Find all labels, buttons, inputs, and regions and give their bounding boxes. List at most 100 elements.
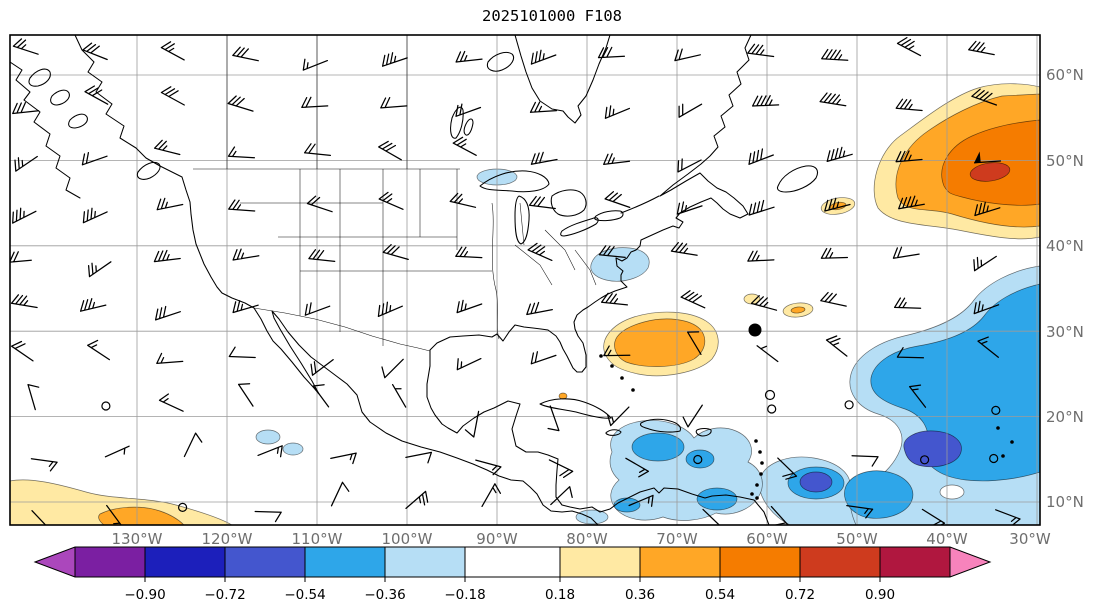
wind-barb: [87, 339, 111, 361]
lat-tick-label: 50°N: [1046, 152, 1084, 170]
state-border: [514, 244, 553, 286]
wind-barb: [481, 483, 502, 508]
wind-barb: [455, 246, 483, 259]
small-island-dot: [755, 496, 759, 500]
wind-barb: [308, 249, 336, 263]
wind-barb: [449, 192, 477, 208]
wind-barb: [330, 481, 350, 507]
wind-barb: [104, 445, 130, 458]
wind-barb: [378, 140, 402, 161]
island-outline: [136, 161, 161, 180]
wind-barb: [604, 191, 631, 209]
wind-barb: [79, 298, 107, 312]
wind-barb: [304, 302, 331, 316]
wind-barb: [160, 86, 185, 106]
wind-barbs-layer: [10, 36, 1021, 525]
contour-region: [255, 429, 281, 445]
wind-barb: [751, 95, 780, 107]
lon-tick-label: 110°W: [292, 530, 343, 548]
wind-barb: [530, 351, 557, 365]
wind-barb: [227, 95, 254, 112]
calm-wind-circle: [919, 455, 930, 465]
calm-wind-circle: [767, 404, 777, 414]
wind-barb: [106, 504, 122, 525]
lake-outline: [479, 170, 550, 193]
wind-barb: [851, 455, 879, 467]
wind-barb: [303, 143, 332, 157]
wind-barb: [973, 160, 1002, 164]
coastline: [426, 35, 770, 525]
wind-barb: [680, 290, 706, 309]
wind-barb: [529, 101, 558, 113]
wind-barb: [82, 207, 108, 224]
contour-region: [939, 484, 965, 500]
wind-barb: [547, 405, 560, 432]
wind-barb: [895, 98, 923, 112]
colorbar-tick-label: 0.72: [785, 587, 815, 603]
wind-barb: [160, 41, 185, 61]
graticule-layer: [10, 35, 1040, 525]
lon-tick-label: 100°W: [382, 530, 433, 548]
wind-barb: [824, 197, 851, 212]
wind-barb: [971, 88, 998, 106]
island-outline: [639, 418, 681, 433]
contour-region: [98, 506, 185, 525]
wind-barb: [977, 336, 999, 358]
wind-barb: [227, 146, 256, 159]
island-outline: [68, 113, 88, 129]
wind-barb: [156, 197, 184, 211]
wind-barb: [846, 504, 874, 519]
wind-barb: [968, 40, 995, 56]
contour-region: [590, 247, 650, 282]
colorbar-cell: [305, 547, 385, 577]
wind-barb: [452, 136, 477, 156]
state-border: [253, 307, 431, 352]
wind-barb: [306, 195, 333, 213]
colorbar-cell: [225, 547, 305, 577]
wind-barb: [974, 201, 1001, 217]
wind-barb: [670, 241, 698, 256]
colorbar-cell: [465, 547, 560, 577]
lake-outline: [463, 118, 474, 136]
colorbar-cell: [560, 547, 640, 577]
wind-barb: [597, 46, 626, 59]
wind-barb: [475, 459, 502, 476]
wind-barb: [603, 153, 631, 166]
wind-barb: [777, 457, 798, 480]
colorbar-tick-label: −0.90: [124, 587, 165, 603]
wind-barb: [973, 300, 1000, 315]
wind-barb: [821, 48, 849, 61]
lake-outline: [514, 195, 530, 245]
lake-outline: [594, 210, 624, 222]
colorbar-left-arrow: [35, 547, 75, 577]
wind-barb: [31, 510, 47, 525]
small-island-dot: [755, 483, 759, 487]
lake-outline: [550, 189, 587, 217]
state-border: [544, 229, 576, 271]
calm-wind-circle: [101, 401, 111, 411]
small-island-dot: [610, 364, 614, 368]
wind-barb: [30, 458, 58, 472]
calm-wind-circle: [693, 454, 703, 465]
wind-barb: [330, 452, 357, 465]
colorbar-cell: [385, 547, 465, 577]
small-island-dot: [996, 426, 1000, 430]
wind-barb: [676, 201, 703, 215]
colorbar-tick-label: 0.36: [625, 587, 655, 603]
wind-barb: [381, 358, 404, 379]
wind-barb: [84, 85, 109, 105]
contour-region: [575, 509, 609, 525]
island-outline: [695, 427, 712, 437]
contour-region: [10, 479, 233, 525]
colorbar-tick-label: −0.54: [284, 587, 325, 603]
wind-barb: [455, 50, 483, 63]
wind-barb: [528, 195, 556, 210]
state-border: [491, 202, 500, 340]
lake-outline: [450, 106, 464, 139]
lon-tick-label: 40°W: [926, 530, 968, 548]
lon-tick-label: 60°W: [746, 530, 788, 548]
wind-barb: [301, 96, 329, 109]
wind-barb: [607, 406, 630, 427]
wind-barb: [820, 247, 849, 259]
small-island-dot: [1010, 440, 1014, 444]
